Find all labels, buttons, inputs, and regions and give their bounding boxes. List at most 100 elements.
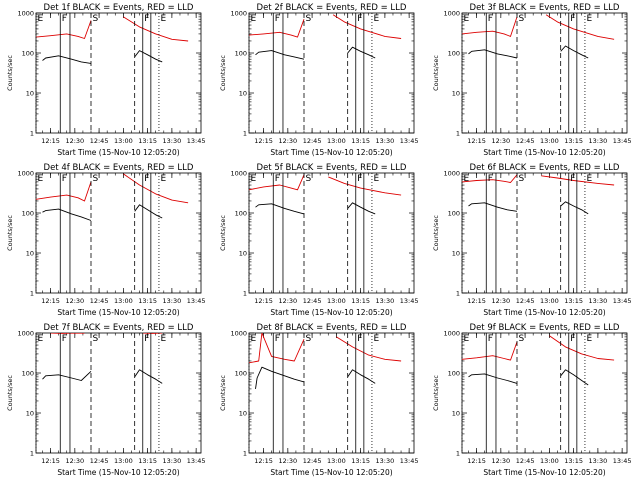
x-axis-label: Start Time (15-Nov-10 12:05:20) [483,308,605,317]
lld-series-line [123,16,189,42]
events-series-line [255,50,305,60]
lld-series-line [249,19,305,38]
x-tick-label: 13:15 [564,137,583,145]
x-tick-label: 13:30 [376,137,395,145]
x-tick-label: 13:15 [138,137,157,145]
x-tick-label: 12:15 [467,137,486,145]
x-tick-label: 13:15 [351,457,370,465]
lld-series-line [462,341,518,361]
x-tick-label: 13:45 [400,457,419,465]
chart-title: Det 2f BLACK = Events, RED = LLD [257,3,407,13]
detector-panel-4: Det 4f BLACK = Events, RED = LLD Start Ti… [6,163,206,317]
y-tick-label: 100 [448,370,460,378]
y-tick-label: 1 [456,130,460,138]
events-series-line [255,203,305,215]
marker-label: E [160,14,166,24]
x-tick-label: 13:00 [540,457,559,465]
x-tick-label: 13:30 [589,137,608,145]
lld-series-line [336,336,402,362]
x-tick-label: 12:15 [254,137,273,145]
chart-title: Det 4f BLACK = Events, RED = LLD [44,163,194,173]
events-series-line [347,202,376,215]
x-tick-label: 12:15 [254,457,273,465]
marker-label: S [93,334,99,344]
x-tick-label: 13:00 [327,297,346,305]
y-tick-label: 10 [26,90,34,98]
plot-frame [35,172,202,294]
x-tick-label: 13:45 [613,137,632,145]
x-tick-label: 13:00 [327,137,346,145]
y-axis-label: Counts/sec [432,55,440,91]
y-tick-label: 100 [448,210,460,218]
y-tick-label: 1 [243,450,247,458]
marker-label: E [464,334,470,344]
x-tick-label: 12:30 [278,457,297,465]
x-tick-label: 12:30 [491,297,510,305]
x-tick-label: 13:00 [540,137,559,145]
marker-label: S [519,334,525,344]
chart-title: Det 7f BLACK = Events, RED = LLD [44,323,194,333]
x-tick-label: 13:15 [351,297,370,305]
lld-series-line [332,14,402,39]
marker-label: F [357,174,362,184]
y-tick-label: 1000 [17,330,34,338]
y-tick-label: 100 [22,210,34,218]
x-tick-label: 12:15 [467,457,486,465]
x-tick-label: 12:45 [303,137,322,145]
x-tick-label: 12:15 [41,297,60,305]
chart-title: Det 1f BLACK = Events, RED = LLD [44,3,194,13]
plot-frame [35,12,202,134]
detector-panel-3: Det 3f BLACK = Events, RED = LLD Start Ti… [432,3,632,157]
x-axis-label: Start Time (15-Nov-10 12:05:20) [483,468,605,477]
lld-series-line [545,14,615,40]
lld-series-line [462,174,518,183]
y-tick-label: 1 [243,130,247,138]
lld-series-line [549,335,615,361]
marker-label: F [62,334,67,344]
y-axis-label: Counts/sec [219,375,227,411]
marker-label: E [464,14,470,24]
plot-frame [461,172,628,294]
y-tick-label: 1 [456,290,460,298]
events-series-line [134,50,163,63]
marker-label: S [93,174,99,184]
marker-label: F [275,14,280,24]
marker-label: F [488,334,493,344]
chart-title: Det 3f BLACK = Events, RED = LLD [470,3,620,13]
marker-label: E [586,334,592,344]
y-axis-label: Counts/sec [432,375,440,411]
plot-frame [461,332,628,454]
x-tick-label: 12:30 [65,297,84,305]
detector-panel-7: Det 7f BLACK = Events, RED = LLD Start Ti… [6,323,206,477]
x-tick-label: 13:45 [400,137,419,145]
marker-label: E [373,174,379,184]
y-tick-label: 1000 [230,170,247,178]
x-tick-label: 12:45 [90,457,109,465]
x-tick-label: 12:30 [65,137,84,145]
marker-label: F [62,14,67,24]
plot-frame [248,172,415,294]
x-tick-label: 12:45 [90,137,109,145]
events-series-line [42,55,92,64]
y-tick-label: 10 [26,410,34,418]
marker-label: F [275,334,280,344]
y-tick-label: 10 [452,250,460,258]
x-tick-label: 12:15 [254,297,273,305]
y-tick-label: 10 [452,410,460,418]
x-tick-label: 13:45 [613,297,632,305]
y-axis-label: Counts/sec [6,55,14,91]
marker-label: E [160,174,166,184]
x-tick-label: 13:30 [163,297,182,305]
marker-label: E [251,174,257,184]
detector-panel-8: Det 8f BLACK = Events, RED = LLD Start Ti… [219,323,419,477]
y-tick-label: 1 [30,130,34,138]
marker-label: F [488,14,493,24]
x-tick-label: 12:15 [41,137,60,145]
lld-series-line [328,176,402,196]
x-tick-label: 12:30 [491,457,510,465]
y-axis-label: Counts/sec [6,215,14,251]
marker-label: S [93,14,99,24]
x-tick-label: 13:15 [138,457,157,465]
y-tick-label: 1000 [17,10,34,18]
plot-frame [35,332,202,454]
